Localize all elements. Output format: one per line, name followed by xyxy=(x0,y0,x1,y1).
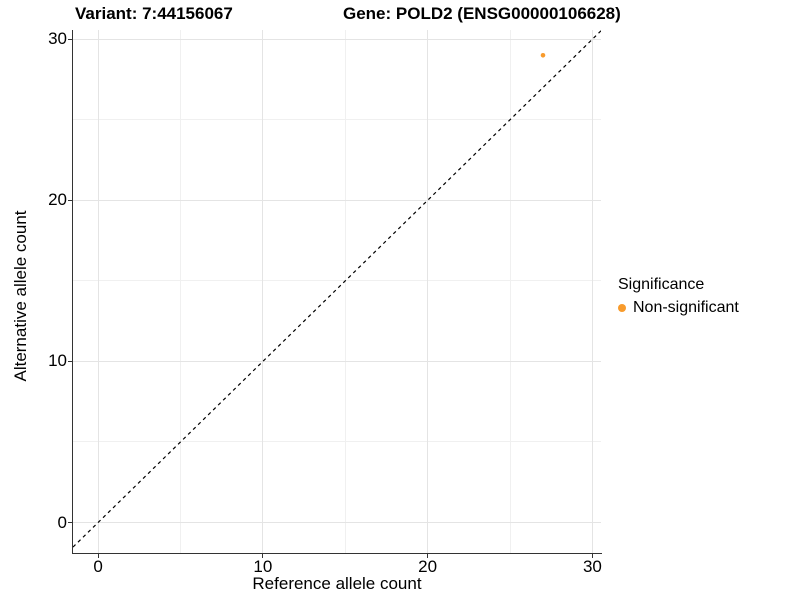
legend-title: Significance xyxy=(618,276,705,293)
y-minor-gridline xyxy=(73,280,601,282)
x-tick-label: 10 xyxy=(253,557,273,576)
y-major-gridline xyxy=(73,38,601,40)
y-tick-label: 20 xyxy=(48,190,67,210)
y-axis-line xyxy=(72,30,73,554)
x-tick-label: 20 xyxy=(418,557,438,576)
y-minor-gridline xyxy=(73,441,601,443)
y-tick-mark xyxy=(68,38,72,40)
y-major-gridline xyxy=(73,522,601,524)
identity-dashed-line xyxy=(73,30,601,548)
data-point xyxy=(540,52,546,58)
plot-panel xyxy=(73,30,601,553)
x-tick-mark xyxy=(591,554,593,558)
legend: Significance Non-significant xyxy=(618,276,739,317)
y-tick-mark xyxy=(68,199,72,201)
x-tick-mark xyxy=(427,554,429,558)
x-tick-mark xyxy=(97,554,99,558)
x-major-gridline xyxy=(427,30,429,553)
y-tick-mark xyxy=(68,522,72,524)
legend-point-icon xyxy=(618,304,626,312)
y-major-gridline xyxy=(73,199,601,201)
x-tick-label: 30 xyxy=(582,557,602,576)
legend-item: Non-significant xyxy=(618,299,739,317)
x-major-gridline xyxy=(97,30,99,553)
x-tick-label: 0 xyxy=(93,557,103,576)
x-tick-mark xyxy=(262,554,264,558)
y-minor-gridline xyxy=(73,119,601,121)
y-tick-label: 30 xyxy=(48,29,67,49)
plot-title-gene: Gene: POLD2 (ENSG00000106628) xyxy=(343,4,621,23)
x-axis-title: Reference allele count xyxy=(252,574,422,593)
x-major-gridline xyxy=(262,30,264,553)
x-minor-gridline xyxy=(179,30,181,553)
y-tick-mark xyxy=(68,360,72,362)
x-axis-line xyxy=(72,553,602,554)
x-minor-gridline xyxy=(509,30,511,553)
legend-item-label: Non-significant xyxy=(633,299,739,316)
y-tick-label: 10 xyxy=(48,351,67,371)
x-minor-gridline xyxy=(344,30,346,553)
y-tick-label: 0 xyxy=(57,512,67,532)
plot-draw-layer xyxy=(73,30,601,548)
x-major-gridline xyxy=(591,30,593,553)
y-major-gridline xyxy=(73,360,601,362)
plot-title-variant: Variant: 7:44156067 xyxy=(75,4,233,23)
